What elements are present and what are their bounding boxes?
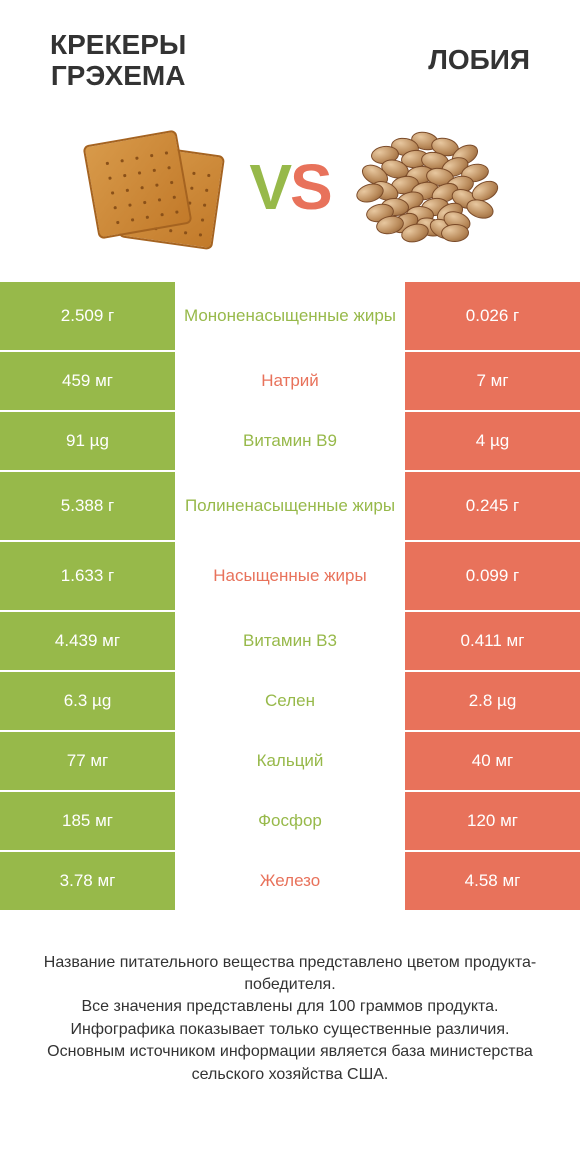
beans-icon xyxy=(351,132,501,242)
title-left-line1: КРЕКЕРЫ xyxy=(50,30,186,61)
header-left-title: КРЕКЕРЫ ГРЭХЕМА xyxy=(50,30,186,92)
footer-notes: Название питательного вещества представл… xyxy=(0,912,580,1106)
nutrient-table: 2.509 гМононенасыщенные жиры0.026 г459 м… xyxy=(0,282,580,912)
table-row: 6.3 µgСелен2.8 µg xyxy=(0,672,580,732)
footer-line-4: Основным источником информации является … xyxy=(30,1041,550,1086)
footer-line-2: Все значения представлены для 100 граммо… xyxy=(30,996,550,1018)
value-right: 0.245 г xyxy=(405,472,580,540)
vs-s: S xyxy=(290,150,331,224)
nutrient-name: Полиненасыщенные жиры xyxy=(175,472,405,540)
value-right: 0.099 г xyxy=(405,542,580,610)
title-right: ЛОБИЯ xyxy=(428,45,530,76)
value-left: 3.78 мг xyxy=(0,852,175,910)
value-right: 40 мг xyxy=(405,732,580,790)
nutrient-name: Железо xyxy=(175,852,405,910)
value-right: 120 мг xyxy=(405,792,580,850)
vs-label: VS xyxy=(249,150,330,224)
value-right: 4 µg xyxy=(405,412,580,470)
nutrient-name: Натрий xyxy=(175,352,405,410)
header: КРЕКЕРЫ ГРЭХЕМА ЛОБИЯ xyxy=(0,0,580,102)
title-left-line2: ГРЭХЕМА xyxy=(50,61,186,92)
value-left: 91 µg xyxy=(0,412,175,470)
value-right: 2.8 µg xyxy=(405,672,580,730)
value-left: 2.509 г xyxy=(0,282,175,350)
table-row: 459 мгНатрий7 мг xyxy=(0,352,580,412)
nutrient-name: Кальций xyxy=(175,732,405,790)
nutrient-name: Витамин B3 xyxy=(175,612,405,670)
value-right: 4.58 мг xyxy=(405,852,580,910)
table-row: 4.439 мгВитамин B30.411 мг xyxy=(0,612,580,672)
nutrient-name: Селен xyxy=(175,672,405,730)
vs-v: V xyxy=(249,150,290,224)
value-left: 77 мг xyxy=(0,732,175,790)
table-row: 3.78 мгЖелезо4.58 мг xyxy=(0,852,580,912)
nutrient-name: Насыщенные жиры xyxy=(175,542,405,610)
table-row: 5.388 гПолиненасыщенные жиры0.245 г xyxy=(0,472,580,542)
table-row: 91 µgВитамин B94 µg xyxy=(0,412,580,472)
footer-line-3: Инфографика показывает только существенн… xyxy=(30,1019,550,1041)
value-left: 185 мг xyxy=(0,792,175,850)
vs-row: VS xyxy=(0,102,580,282)
table-row: 2.509 гМононенасыщенные жиры0.026 г xyxy=(0,282,580,352)
header-right-title: ЛОБИЯ xyxy=(428,30,530,92)
value-left: 4.439 мг xyxy=(0,612,175,670)
food-image-left xyxy=(79,122,229,252)
value-left: 459 мг xyxy=(0,352,175,410)
nutrient-name: Мононенасыщенные жиры xyxy=(175,282,405,350)
table-row: 185 мгФосфор120 мг xyxy=(0,792,580,852)
table-row: 1.633 гНасыщенные жиры0.099 г xyxy=(0,542,580,612)
value-right: 0.411 мг xyxy=(405,612,580,670)
nutrient-name: Фосфор xyxy=(175,792,405,850)
value-left: 5.388 г xyxy=(0,472,175,540)
footer-line-1: Название питательного вещества представл… xyxy=(30,952,550,997)
value-left: 1.633 г xyxy=(0,542,175,610)
nutrient-name: Витамин B9 xyxy=(175,412,405,470)
food-image-right xyxy=(351,122,501,252)
cracker-icon xyxy=(84,127,224,247)
value-left: 6.3 µg xyxy=(0,672,175,730)
value-right: 7 мг xyxy=(405,352,580,410)
table-row: 77 мгКальций40 мг xyxy=(0,732,580,792)
value-right: 0.026 г xyxy=(405,282,580,350)
